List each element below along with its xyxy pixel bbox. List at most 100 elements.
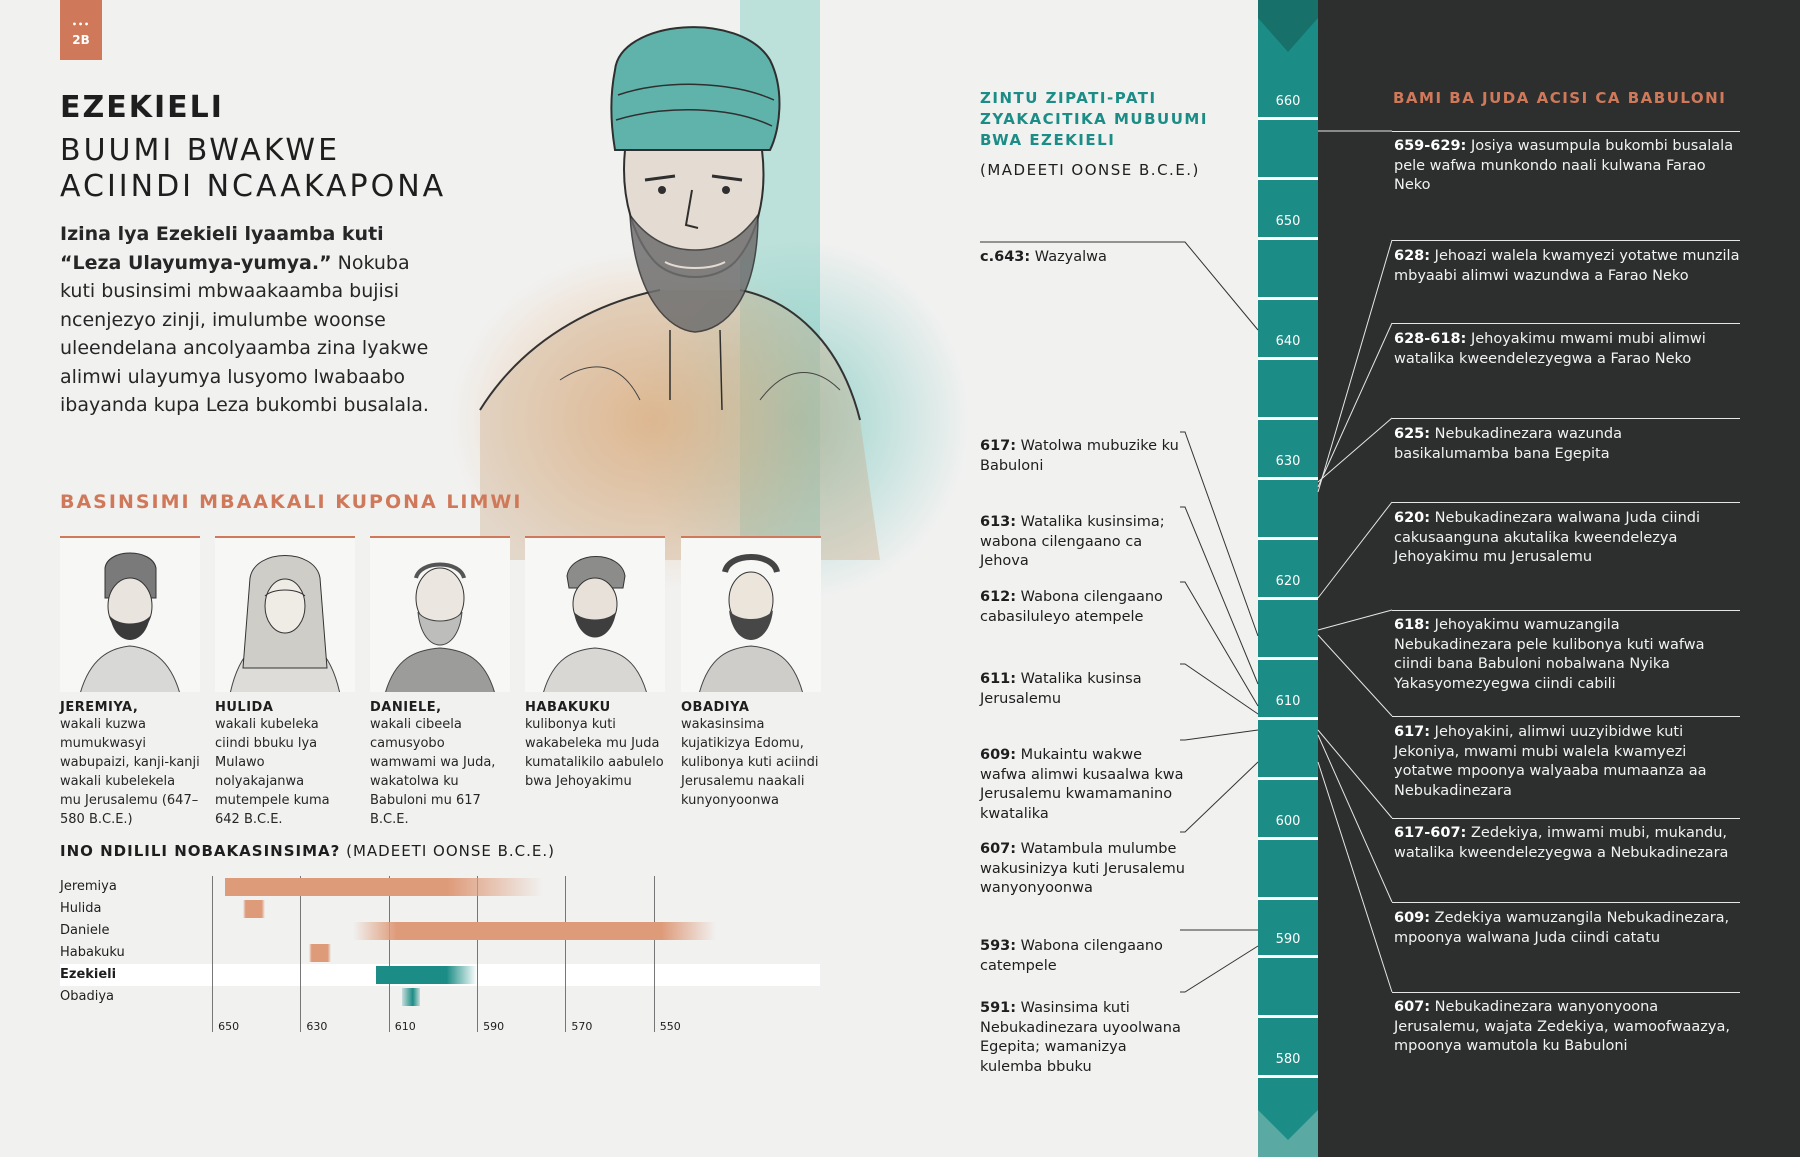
event-text: Watalika kusinsa Jerusalemu (980, 671, 1142, 707)
event-year: 617-607: (1394, 825, 1467, 841)
ezekiel-event: 612: Wabona cilengaano cabasiluleyo atem… (980, 588, 1190, 627)
event-year: 607: (980, 841, 1017, 857)
event-text: Wasinsima kuti Nebukadinezara uyoolwana … (980, 1000, 1181, 1075)
event-divider (1392, 716, 1740, 717)
prophet-name: DANIELE, (370, 700, 442, 715)
prophet-sketch-hulida (229, 555, 341, 692)
strip-year-label: 580 (1275, 1052, 1301, 1067)
prophet-sketch-jeremiya (80, 552, 180, 692)
ezekiel-event: 609: Mukaintu wakwe wafwa alimwi kusaalw… (980, 746, 1190, 824)
event-text: Watalika kusinsima; wabona cilengaano ca… (980, 514, 1165, 569)
event-divider (1392, 902, 1740, 903)
strip-tick (1258, 657, 1318, 660)
event-divider (1392, 418, 1740, 419)
event-year: 628-618: (1394, 331, 1467, 347)
king-event: 625: Nebukadinezara wazunda basikalumamb… (1394, 425, 1740, 464)
lifespan-row-label: Jeremiya (60, 879, 117, 894)
strip-bottom-chevron (1258, 1110, 1318, 1157)
event-text: Nebukadinezara walwana Juda ciindi cakus… (1394, 510, 1700, 565)
strip-tick (1258, 1075, 1318, 1078)
event-year: 617: (1394, 724, 1431, 740)
strip-tick (1258, 837, 1318, 840)
prophet-name: HULIDA (215, 700, 274, 715)
ezekiel-event: 593: Wabona cilengaano catempele (980, 937, 1190, 976)
event-text: Jehoazi walela kwamyezi yotatwe munzila … (1394, 248, 1740, 284)
king-event: 620: Nebukadinezara walwana Juda ciindi … (1394, 509, 1740, 568)
strip-top-chevron (1258, 0, 1318, 52)
prophet-description: wakali cibeela camusyobo wamwami wa Juda… (370, 717, 496, 827)
event-text: Nebukadinezara wazunda basikalumamba ban… (1394, 426, 1622, 462)
page-number: 2B (72, 33, 90, 47)
lifespan-tick-label: 550 (659, 1020, 681, 1033)
page-tab: ••• 2B (60, 0, 102, 60)
strip-tick (1258, 897, 1318, 900)
prophet-card-obadiya: OBADIYA wakasinsima kujatikizya Edomu, k… (681, 536, 821, 810)
lifespan-tick-label: 590 (483, 1020, 505, 1033)
event-text: Zedekiya wamuzangila Nebukadinezara, mpo… (1394, 910, 1730, 946)
lifespan-gridline (653, 876, 655, 1032)
event-text: Wabona cilengaano catempele (980, 938, 1163, 974)
event-text: Wazyalwa (1030, 249, 1107, 265)
event-text: Wabona cilengaano cabasiluleyo atempele (980, 589, 1163, 625)
lifespan-chart: 650 630 610 590 570 550 Jeremiya Hulida Daniele H… (60, 876, 820, 1036)
lifespan-row-label: Ezekieli (60, 967, 117, 982)
event-divider (1392, 818, 1740, 819)
prophet-portrait (215, 536, 355, 692)
strip-tick (1258, 297, 1318, 300)
event-year: 591: (980, 1000, 1017, 1016)
event-year: 659-629: (1394, 138, 1467, 154)
strip-tick (1258, 417, 1318, 420)
lifespan-gridline (565, 876, 567, 1032)
event-year: 612: (980, 589, 1017, 605)
intro-bold: Izina lya Ezekieli lyaamba kuti “Leza Ul… (60, 223, 384, 274)
page-title: EZEKIELI (60, 90, 224, 125)
event-year: 628: (1394, 248, 1431, 264)
lifespan-gridline (388, 876, 390, 1032)
event-year: 607: (1394, 999, 1431, 1015)
king-event: 607: Nebukadinezara wanyonyoona Jerusale… (1394, 998, 1740, 1057)
event-text: Mukaintu wakwe wafwa alimwi kusaalwa kwa… (980, 747, 1184, 822)
strip-year-label: 640 (1275, 334, 1301, 349)
event-year: 617: (980, 438, 1017, 454)
kings-heading: BAMI BA JUDA ACISI CA BABULONI (1393, 89, 1727, 107)
lifespan-tick-label: 650 (218, 1020, 240, 1033)
timeline-heading: ZINTU ZIPATI-PATI ZYAKACITIKA MUBUUMI BW… (980, 88, 1208, 151)
event-text: Jehoyakini, alimwi uuzyibidwe kuti Jekon… (1394, 724, 1707, 799)
lifespan-row-label: Hulida (60, 901, 102, 916)
strip-year-label: 610 (1275, 694, 1301, 709)
strip-tick (1258, 955, 1318, 958)
prophets-section-heading: BASINSIMI MBAAKALI KUPONA LIMWI (60, 491, 523, 513)
lifespan-tick-label: 610 (394, 1020, 416, 1033)
prophet-sketch-daniele (385, 562, 495, 692)
strip-tick (1258, 1015, 1318, 1018)
ezekiel-event: 611: Watalika kusinsa Jerusalemu (980, 670, 1190, 709)
event-text: Jehoyakimu wamuzangila Nebukadinezara pe… (1394, 617, 1705, 692)
king-event: 617: Jehoyakini, alimwi uuzyibidwe kuti … (1394, 723, 1740, 801)
prophet-description: wakasinsima kujatikizya Edomu, kulibonya… (681, 717, 819, 808)
lifespan-bar (375, 966, 478, 984)
strip-tick (1258, 597, 1318, 600)
page-subtitle: BUUMI BWAKWE ACIINDI NCAAKAPONA (60, 133, 446, 205)
prophet-sketch-obadiya (699, 554, 803, 692)
prophet-card-jeremiya: JEREMIYA, wakali kuzwa mumukwasyi wabupa… (60, 536, 200, 829)
strip-tick (1258, 357, 1318, 360)
lifespan-bar (402, 988, 420, 1006)
strip-tick (1258, 177, 1318, 180)
lifespan-tick-label: 630 (306, 1020, 328, 1033)
prophet-name: OBADIYA (681, 700, 750, 715)
prophet-card-daniele: DANIELE, wakali cibeela camusyobo wamwam… (370, 536, 510, 829)
ezekiel-portrait-illustration (450, 0, 970, 600)
event-text: Josiya wasumpula bukombi busalala pele w… (1394, 138, 1734, 193)
prophet-portrait (370, 536, 510, 692)
event-year: c.643: (980, 249, 1031, 265)
event-text: Nebukadinezara wanyonyoona Jerusalemu, w… (1394, 999, 1730, 1054)
lifespan-gridline (477, 876, 479, 1032)
ezekiel-event: 617: Watolwa mubuzike ku Babuloni (980, 437, 1190, 476)
intro-paragraph: Izina lya Ezekieli lyaamba kuti “Leza Ul… (60, 220, 440, 420)
lifespan-gridline (300, 876, 302, 1032)
intro-text: Nokuba kuti businsimi mbwaakaamba bujisi… (60, 251, 429, 417)
strip-tick (1258, 237, 1318, 240)
lifespan-bar (309, 944, 332, 962)
prophet-name: JEREMIYA, (60, 700, 139, 715)
timeline-date-note: (MADEETI OONSE B.C.E.) (980, 161, 1200, 179)
